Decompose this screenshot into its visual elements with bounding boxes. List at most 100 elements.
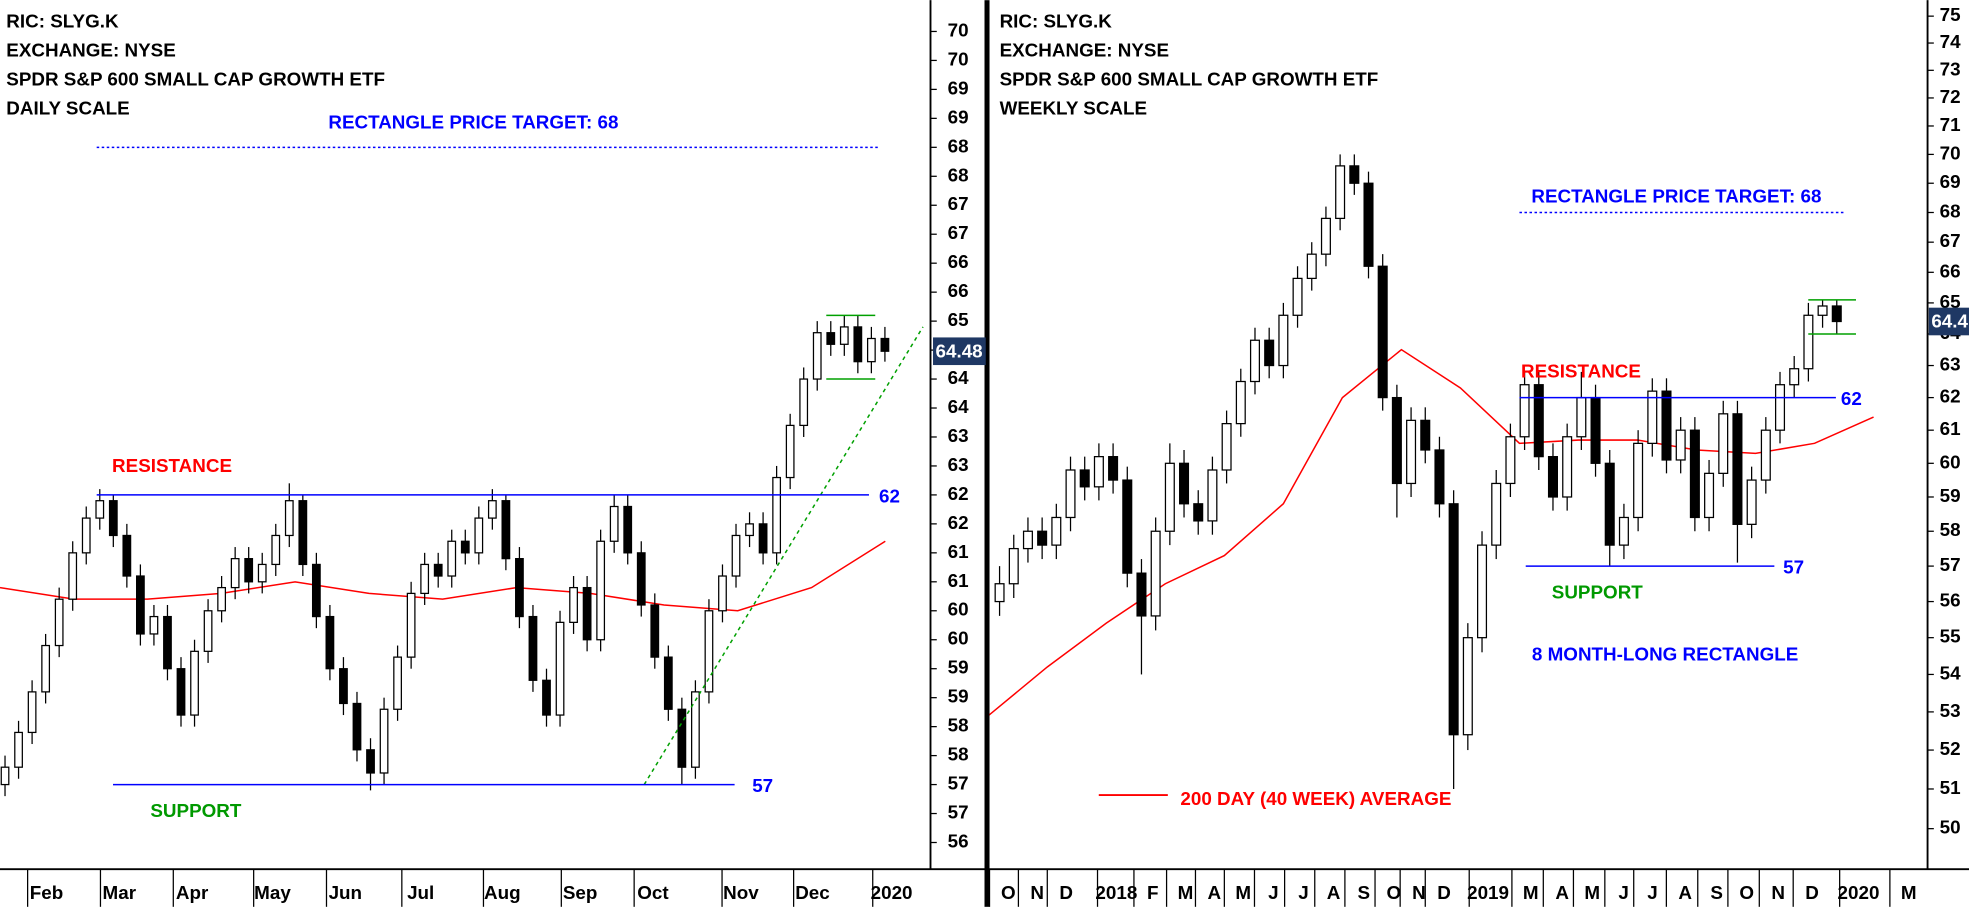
candle-body (298, 500, 308, 566)
x-tick-label: M (1584, 882, 1600, 903)
candle-body (1618, 516, 1629, 546)
candle-body (1221, 422, 1232, 471)
x-tick-label: 2020 (1838, 882, 1880, 903)
candle-body (1420, 419, 1431, 451)
candle-body (1377, 265, 1388, 399)
candle-body (1249, 339, 1261, 383)
candle-body (257, 563, 267, 583)
candle-body (1008, 547, 1019, 585)
x-tick-label: J (1268, 882, 1278, 903)
y-tick-label: 50 (1940, 817, 1961, 838)
header-line: DAILY SCALE (6, 97, 129, 118)
candle-body (1037, 530, 1048, 546)
y-tick-label: 63 (948, 425, 969, 446)
x-tick-label: Sep (563, 882, 598, 903)
y-tick-label: 59 (948, 686, 969, 707)
last-price-label: 64.48 (936, 340, 983, 361)
candle-body (1349, 165, 1360, 184)
level-name: RESISTANCE (112, 455, 232, 476)
candle-body (311, 563, 321, 618)
candle-body (1022, 530, 1033, 550)
y-tick-label: 56 (1940, 590, 1961, 611)
candle-body (596, 540, 606, 641)
x-tick-label: A (1555, 882, 1569, 903)
candle-body (785, 424, 795, 479)
level-value: 62 (879, 485, 900, 506)
y-tick-label: 62 (948, 512, 969, 533)
header-line: EXCHANGE: NYSE (6, 40, 175, 61)
y-tick-label: 60 (948, 599, 969, 620)
candle-body (420, 563, 430, 595)
candle-body (1150, 530, 1161, 617)
candle-body (609, 505, 619, 542)
candle-body (582, 586, 592, 641)
y-tick-label: 69 (948, 77, 969, 98)
y-tick-label: 62 (1940, 386, 1961, 407)
x-tick-label: M (1178, 882, 1194, 903)
candle-body (1391, 396, 1402, 485)
level-name: RECTANGLE PRICE TARGET: 68 (328, 111, 618, 132)
x-tick-label: D (1059, 882, 1073, 903)
y-tick-label: 59 (1940, 485, 1961, 506)
last-price: 64.48 (933, 337, 986, 366)
y-tick-label: 71 (1940, 114, 1961, 135)
candle-body (230, 558, 240, 589)
candle-body (1363, 182, 1374, 267)
x-tick-label: A (1207, 882, 1221, 903)
candle-body (1179, 462, 1190, 505)
y-tick-label: 69 (948, 106, 969, 127)
pattern-note: 8 MONTH-LONG RECTANGLE (1532, 644, 1798, 665)
candle-body (271, 534, 281, 566)
x-tick-label: Dec (795, 882, 830, 903)
candle-body (515, 558, 524, 618)
candle-body (393, 656, 402, 710)
x-tick-label: N (1412, 882, 1426, 903)
y-tick-label: 63 (1940, 354, 1961, 375)
x-tick-label: Nov (723, 882, 759, 903)
x-tick-label: D (1437, 882, 1451, 903)
candle-body (447, 540, 457, 577)
y-tick-label: 55 (1940, 626, 1961, 647)
x-tick-label: S (1710, 882, 1723, 903)
candle-body (1689, 429, 1700, 519)
candle-body (1093, 456, 1104, 488)
y-tick-label: 51 (1940, 777, 1961, 798)
candle-body (474, 517, 484, 554)
candle-body (487, 500, 497, 519)
x-tick-label: Jul (407, 882, 434, 903)
candle-body (81, 517, 91, 554)
candle-body (1675, 429, 1686, 461)
x-tick-label: Oct (637, 882, 669, 903)
candle-body (528, 615, 538, 681)
candle-body (1278, 314, 1289, 367)
y-tick-label: 63 (948, 454, 969, 475)
header-line: WEEKLY SCALE (1000, 97, 1148, 118)
y-tick-label: 58 (948, 715, 969, 736)
candle-body (691, 691, 700, 768)
candle-body (1306, 253, 1317, 280)
y-tick-label: 70 (948, 19, 969, 40)
candle-body (1264, 339, 1275, 367)
x-tick-label: N (1030, 882, 1044, 903)
candle-body (1051, 516, 1062, 546)
moving-average (0, 540, 886, 612)
x-tick-label: O (1001, 882, 1016, 903)
candle-body (501, 500, 511, 560)
candle-body (1406, 419, 1417, 485)
candle-body (122, 534, 132, 577)
candle-body (1505, 436, 1516, 485)
y-tick-label: 59 (948, 657, 969, 678)
y-tick-label: 61 (1940, 418, 1961, 439)
candle-body (244, 558, 254, 583)
y-tick-label: 58 (948, 744, 969, 765)
candle-body (1831, 305, 1842, 323)
candle-body (1533, 384, 1544, 458)
candle-body (677, 708, 687, 768)
y-tick-label: 60 (1940, 451, 1961, 472)
y-tick-label: 67 (948, 193, 969, 214)
x-tick-label: A (1327, 882, 1341, 903)
y-tick-label: 70 (948, 48, 969, 69)
candle-body (325, 615, 335, 670)
candle-body (1462, 637, 1473, 736)
